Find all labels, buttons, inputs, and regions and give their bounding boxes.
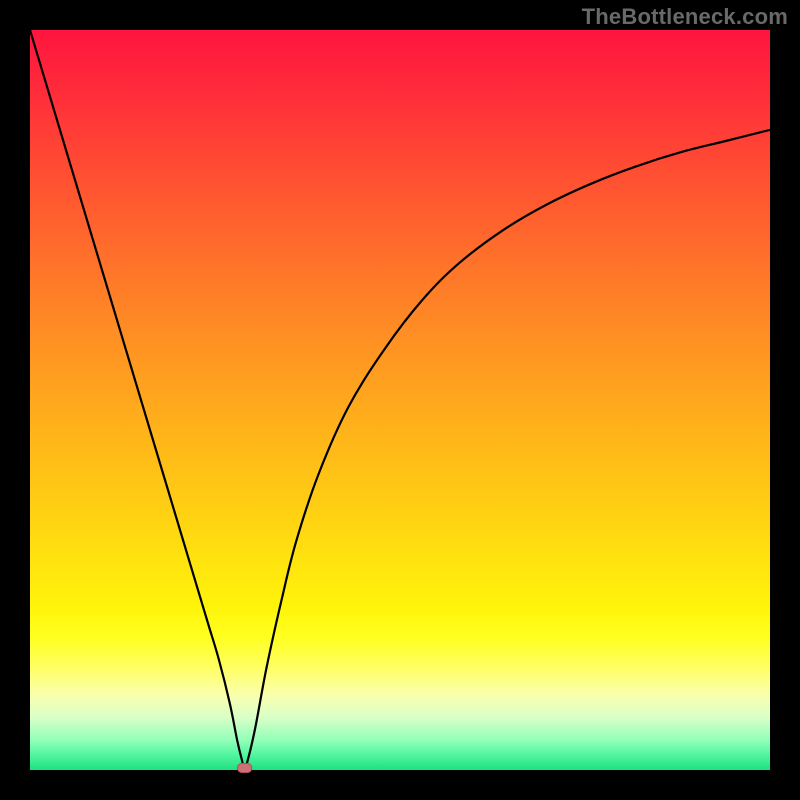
watermark-text: TheBottleneck.com [582,4,788,30]
chart-svg [0,0,800,800]
chart-frame: TheBottleneck.com [0,0,800,800]
minimum-marker [238,764,252,773]
